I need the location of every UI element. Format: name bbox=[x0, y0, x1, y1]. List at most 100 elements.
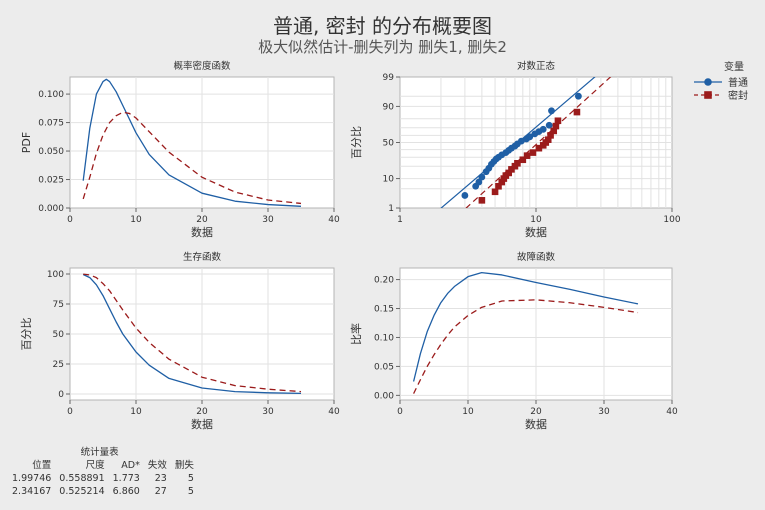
x-axis-label: 数据 bbox=[525, 417, 547, 431]
x-tick-label: 10 bbox=[462, 407, 474, 417]
stats-cell: 1.773 bbox=[112, 473, 140, 484]
data-point bbox=[573, 108, 581, 116]
data-layer bbox=[440, 77, 612, 208]
panel-title: 生存函数 bbox=[183, 251, 222, 263]
data-point bbox=[523, 152, 531, 159]
stats-cell: 27 bbox=[154, 486, 167, 497]
x-tick-label: 10 bbox=[530, 215, 542, 225]
stats-header-location: 位置 bbox=[32, 460, 52, 471]
stats-cell: 0.558891 bbox=[59, 473, 105, 484]
stats-cell: 5 bbox=[187, 486, 194, 497]
data-point bbox=[535, 144, 543, 152]
y-tick-label: 90 bbox=[383, 102, 395, 112]
series-line bbox=[83, 273, 302, 393]
y-tick-label: 0.20 bbox=[374, 276, 394, 286]
x-axis-label: 数据 bbox=[525, 225, 547, 239]
series-line bbox=[412, 271, 639, 382]
stats-cell: 5 bbox=[187, 473, 194, 484]
chart-panel-1: 0 10 20 30 40 0.000 0.025 0.050 0.075 0.100 概率密度函数… bbox=[20, 60, 340, 239]
stats-row: 2.34167 0.525214 6.860 27 5 bbox=[8, 485, 206, 498]
y-tick-label: 99 bbox=[383, 73, 395, 83]
y-tick-label: 0.05 bbox=[374, 362, 394, 372]
y-tick-label: 10 bbox=[383, 175, 395, 185]
y-axis-label: 百分比 bbox=[20, 318, 33, 351]
data-point bbox=[550, 127, 558, 135]
y-tick-label: 0.025 bbox=[38, 176, 64, 186]
y-tick-label: 0.15 bbox=[374, 305, 394, 315]
x-tick-label: 0 bbox=[67, 407, 73, 417]
y-axis-label: 百分比 bbox=[350, 126, 363, 159]
x-tick-label: 0 bbox=[397, 407, 403, 417]
y-tick-label: 0 bbox=[58, 390, 64, 400]
y-tick-label: 0.000 bbox=[38, 204, 64, 214]
data-point bbox=[517, 137, 525, 145]
data-point bbox=[519, 156, 527, 164]
legend-marker bbox=[704, 78, 712, 86]
series-line bbox=[82, 78, 302, 207]
x-tick-label: 30 bbox=[598, 407, 610, 417]
x-tick-label: 20 bbox=[530, 407, 542, 417]
x-tick-label: 10 bbox=[130, 215, 142, 225]
data-point bbox=[478, 197, 486, 204]
y-tick-label: 100 bbox=[47, 270, 64, 280]
stats-caption: 统计量表 bbox=[80, 447, 119, 458]
data-point bbox=[574, 92, 582, 100]
stats-row: 1.99746 0.558891 1.773 23 5 bbox=[8, 472, 206, 485]
legend-title: 变量 bbox=[724, 60, 744, 73]
y-tick-label: 50 bbox=[383, 139, 395, 149]
legend-label: 密封 bbox=[728, 89, 748, 102]
stats-header-censored: 删失 bbox=[174, 460, 194, 471]
data-layer bbox=[82, 78, 302, 207]
stats-header-failures: 失效 bbox=[147, 460, 167, 471]
stats-header-ad: AD* bbox=[121, 460, 140, 471]
stats-cell: 2.34167 bbox=[12, 486, 52, 497]
data-point bbox=[514, 160, 521, 167]
data-point bbox=[505, 169, 513, 177]
data-point bbox=[547, 132, 554, 139]
x-tick-label: 20 bbox=[196, 215, 208, 225]
data-point bbox=[526, 133, 534, 141]
legend-marker bbox=[704, 91, 712, 99]
stats-header-scale: 尺度 bbox=[85, 460, 105, 471]
panel-title: 故障函数 bbox=[517, 251, 556, 263]
series-line bbox=[413, 299, 639, 394]
data-point bbox=[495, 182, 502, 190]
y-tick-label: 0.100 bbox=[38, 90, 64, 100]
stats-cell: 6.860 bbox=[112, 486, 140, 497]
stats-cell: 0.525214 bbox=[59, 486, 105, 497]
chart-title: 普通, 密封 的分布概要图 bbox=[272, 14, 493, 38]
x-tick-label: 30 bbox=[262, 407, 274, 417]
fit-line bbox=[465, 77, 612, 208]
legend-label: 普通 bbox=[728, 76, 748, 89]
x-tick-label: 40 bbox=[328, 215, 340, 225]
data-point bbox=[478, 173, 486, 181]
stats-cell: 23 bbox=[154, 473, 167, 484]
data-point bbox=[552, 122, 560, 130]
data-point bbox=[554, 117, 562, 125]
panel-title: 概率密度函数 bbox=[173, 60, 231, 72]
data-point bbox=[544, 136, 552, 143]
data-point bbox=[491, 188, 499, 196]
data-layer bbox=[412, 271, 639, 394]
y-axis-label: 比率 bbox=[349, 323, 363, 345]
x-axis-label: 数据 bbox=[191, 417, 213, 431]
stats-cell: 1.99746 bbox=[12, 473, 52, 484]
y-axis-label: PDF bbox=[20, 132, 33, 153]
x-tick-label: 40 bbox=[328, 407, 340, 417]
data-point bbox=[529, 149, 537, 156]
x-tick-label: 100 bbox=[663, 215, 680, 225]
x-axis-label: 数据 bbox=[191, 225, 213, 239]
x-tick-label: 1 bbox=[397, 215, 403, 225]
chart-subtitle: 极大似然估计-删失列为 删失1, 删失2 bbox=[258, 38, 507, 56]
y-tick-label: 0.050 bbox=[38, 147, 64, 157]
stats-table: 统计量表 位置 尺度 AD* 失效 删失 1.99746 0.558891 1.… bbox=[8, 446, 206, 498]
data-layer bbox=[82, 273, 302, 395]
x-tick-label: 20 bbox=[196, 407, 208, 417]
y-tick-label: 0.00 bbox=[374, 391, 394, 401]
y-tick-label: 25 bbox=[53, 360, 64, 370]
y-tick-label: 0.10 bbox=[374, 333, 394, 343]
